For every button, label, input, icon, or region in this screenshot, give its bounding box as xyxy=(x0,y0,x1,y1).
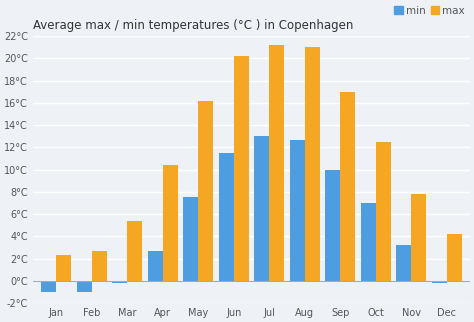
Bar xyxy=(219,153,234,281)
Bar xyxy=(290,139,305,281)
Bar xyxy=(376,142,391,281)
Bar xyxy=(305,47,319,281)
Bar xyxy=(447,234,462,281)
Bar xyxy=(56,255,71,281)
Bar xyxy=(163,165,178,281)
Bar xyxy=(127,221,142,281)
Bar xyxy=(254,136,269,281)
Bar xyxy=(91,251,107,281)
Bar xyxy=(198,101,213,281)
Text: Average max / min temperatures (°C ) in Copenhagen: Average max / min temperatures (°C ) in … xyxy=(33,19,354,32)
Bar xyxy=(411,194,426,281)
Bar xyxy=(432,281,447,283)
Bar xyxy=(41,281,56,292)
Bar xyxy=(148,251,163,281)
Legend: min, max: min, max xyxy=(390,1,469,20)
Bar xyxy=(234,56,248,281)
Bar xyxy=(112,281,127,283)
Bar xyxy=(396,245,411,281)
Bar xyxy=(340,92,355,281)
Bar xyxy=(183,197,198,281)
Bar xyxy=(325,170,340,281)
Bar xyxy=(361,203,376,281)
Bar xyxy=(269,45,284,281)
Bar xyxy=(77,281,91,292)
